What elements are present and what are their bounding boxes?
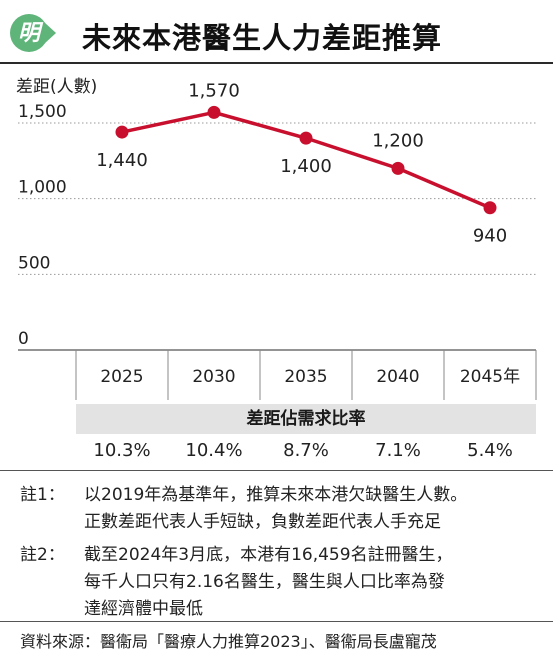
chart-title: 未來本港醫生人力差距推算 xyxy=(82,21,443,55)
ratio-cell: 10.4% xyxy=(185,440,243,461)
note-text: 達經濟體中最低 xyxy=(84,599,203,619)
x-tick-label: 2035 xyxy=(284,367,327,387)
data-point xyxy=(483,201,497,215)
note-key: 註2： xyxy=(20,545,65,565)
note-text: 以2019年為基準年，推算未來本港欠缺醫生人數。 xyxy=(84,485,468,505)
line-chart: 0 500 1,000 1,500 2025 2030 2035 2040 2045年 1,4… xyxy=(18,80,537,400)
header: 明 未來本港醫生人力差距推算 xyxy=(0,0,553,62)
grid-lines xyxy=(18,122,536,351)
source-note: 資料來源：醫衞局「醫療人力推算2023」、醫衞局長盧寵茂 xyxy=(20,632,437,651)
y-tick-label: 1,500 xyxy=(18,102,67,122)
data-point xyxy=(391,161,405,175)
divider xyxy=(0,470,553,471)
x-tick-label: 2025 xyxy=(100,367,143,387)
data-label: 1,400 xyxy=(280,156,332,177)
ratio-row: 10.3% 10.4% 8.7% 7.1% 5.4% xyxy=(76,434,536,468)
data-label: 1,200 xyxy=(372,130,424,151)
data-labels: 1,440 1,570 1,400 1,200 940 xyxy=(96,80,507,246)
newspaper-logo-icon: 明 xyxy=(10,14,48,52)
x-axis: 2025 2030 2035 2040 2045年 xyxy=(75,350,537,400)
data-point xyxy=(299,131,313,145)
ratio-cell: 5.4% xyxy=(467,440,513,461)
note-text: 正數差距代表人手短缺，負數差距代表人手充足 xyxy=(84,512,441,532)
y-tick-labels: 0 500 1,000 1,500 xyxy=(18,102,67,349)
note-text: 每千人口只有2.16名醫生，醫生與人口比率為發 xyxy=(84,572,445,592)
data-label: 940 xyxy=(473,226,507,247)
x-tick-label: 2030 xyxy=(192,367,235,387)
data-label: 1,570 xyxy=(188,80,240,101)
x-tick-label: 2040 xyxy=(376,367,419,387)
ratio-heading: 差距佔需求比率 xyxy=(76,404,536,434)
header-rule xyxy=(0,62,553,64)
divider xyxy=(0,621,553,622)
x-tick-label: 2045年 xyxy=(460,367,520,387)
ratio-cell: 10.3% xyxy=(93,440,151,461)
data-point xyxy=(115,125,129,139)
data-series xyxy=(115,105,497,215)
data-point xyxy=(207,105,221,119)
ratio-cell: 7.1% xyxy=(375,440,421,461)
y-tick-label: 0 xyxy=(18,329,29,349)
data-label: 1,440 xyxy=(96,150,148,171)
y-tick-label: 500 xyxy=(18,253,50,273)
note-text: 截至2024年3月底，本港有16,459名註冊醫生， xyxy=(84,545,453,565)
ratio-cell: 8.7% xyxy=(283,440,329,461)
note-key: 註1： xyxy=(20,485,65,505)
y-tick-label: 1,000 xyxy=(18,178,67,198)
y-axis-label: 差距(人數) xyxy=(16,77,98,97)
